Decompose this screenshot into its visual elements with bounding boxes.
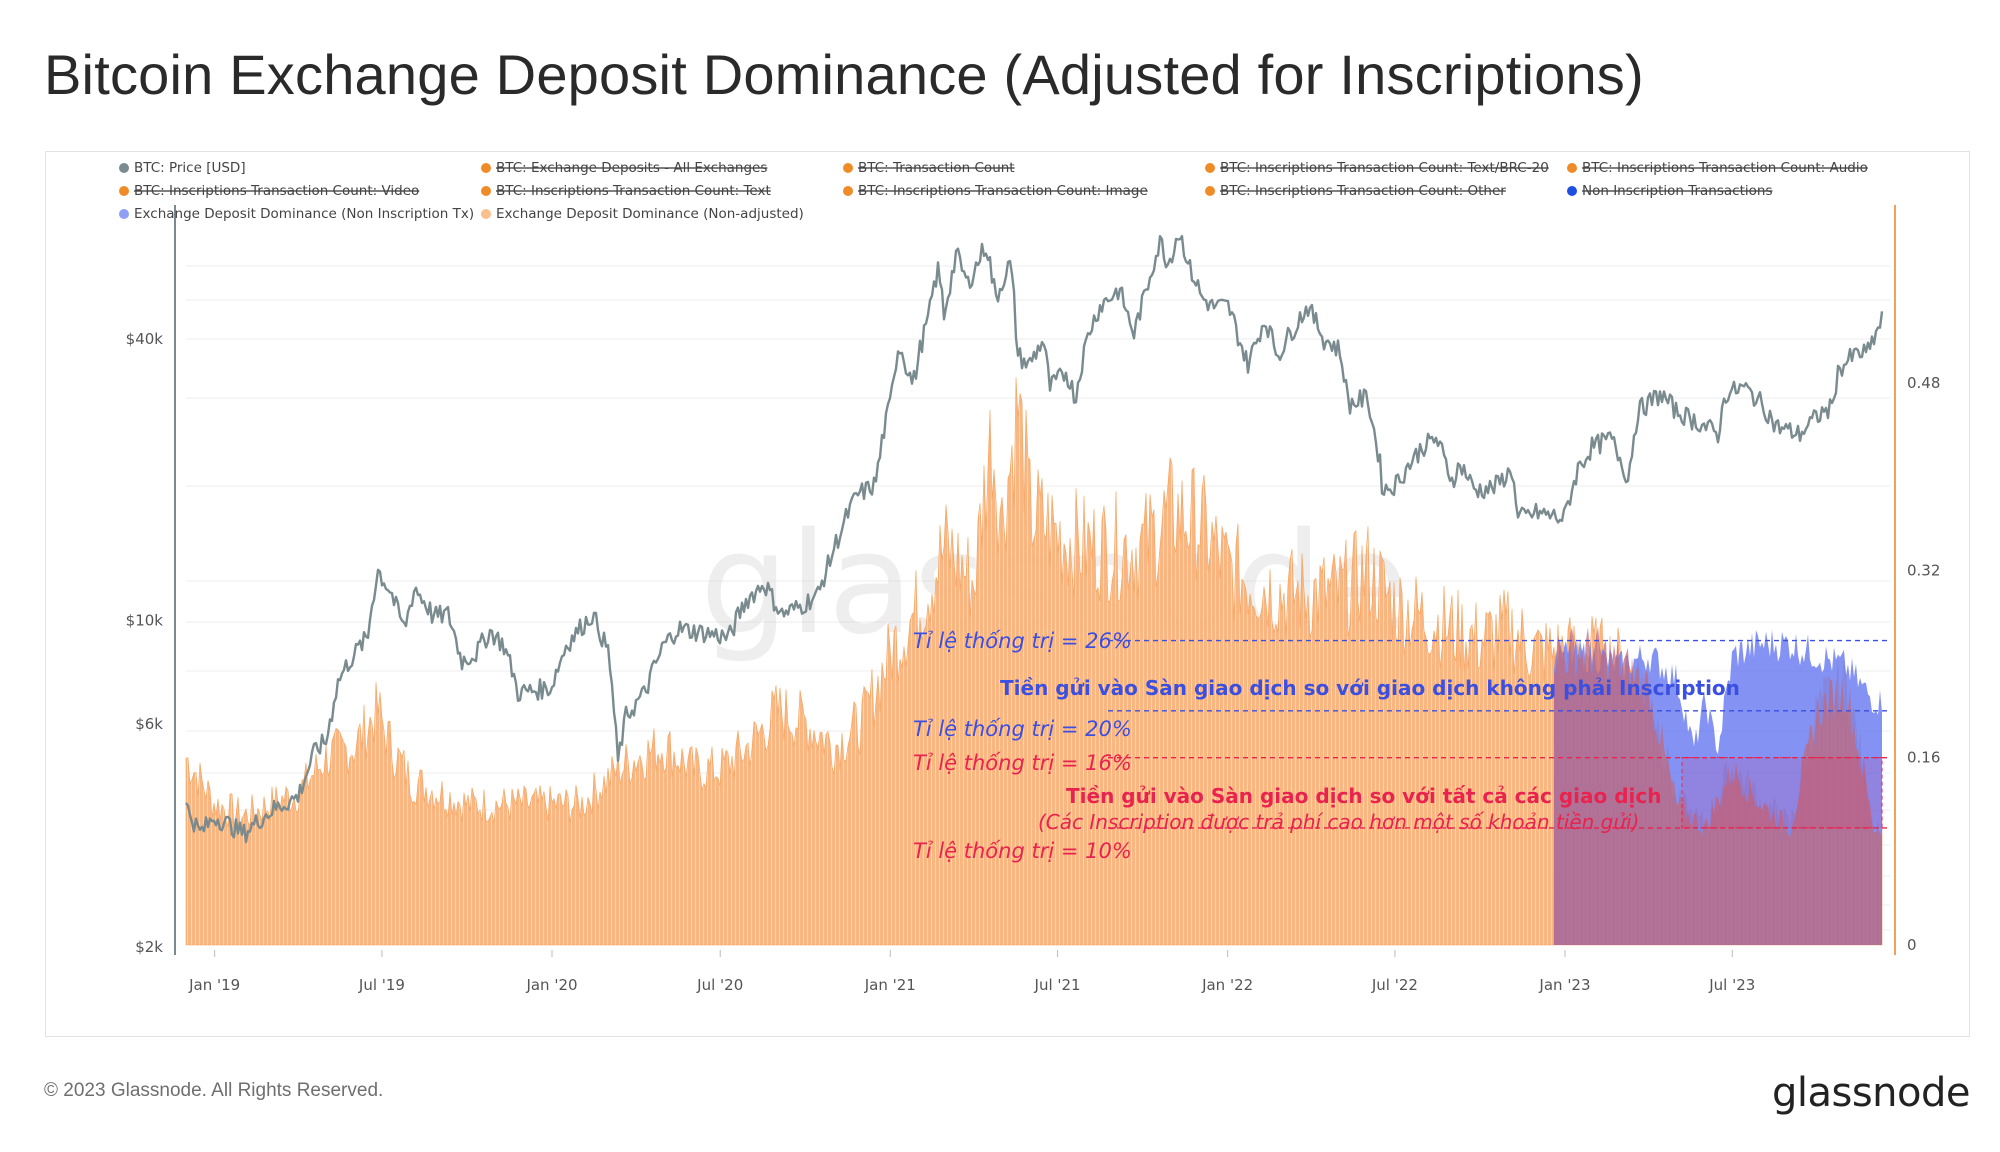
legend-label: BTC: Inscriptions Transaction Count: Aud… [1582, 160, 1868, 176]
footer-copyright: © 2023 Glassnode. All Rights Reserved. [44, 1080, 384, 1101]
legend-marker [119, 209, 129, 219]
btc-price-line [185, 235, 1884, 844]
annotation-ratio_26: Tỉ lệ thống trị = 26% [913, 629, 1132, 653]
legend-marker [481, 209, 491, 219]
legend-marker [1205, 163, 1215, 173]
annotation-all-tx: Tiền gửi vào Sàn giao dịch so với tất cả… [1066, 784, 1661, 808]
x-tick-label: Jan '23 [1538, 976, 1590, 994]
legend-label: BTC: Inscriptions Transaction Count: Ima… [858, 183, 1148, 199]
annotation-all-tx-note: (Các Inscription được trả phí cao hơn mộ… [1038, 810, 1639, 834]
y-right-tick-label: 0.16 [1907, 749, 1940, 767]
legend-label: BTC: Inscriptions Transaction Count: Vid… [134, 183, 419, 199]
legend-label: BTC: Inscriptions Transaction Count: Tex… [1220, 160, 1549, 176]
legend-label: BTC: Inscriptions Transaction Count: Tex… [496, 183, 771, 199]
legend-marker [843, 163, 853, 173]
legend-marker [119, 186, 129, 196]
y-left-tick-label: $2k [135, 938, 163, 956]
legend-marker [481, 186, 491, 196]
legend-marker [119, 163, 129, 173]
y-right-tick-label: 0 [1907, 936, 1917, 954]
legend-marker [1567, 186, 1577, 196]
annotation-ratio_16: Tỉ lệ thống trị = 16% [913, 751, 1132, 775]
legend-marker [481, 163, 491, 173]
y-right-tick-label: 0.48 [1907, 374, 1940, 392]
x-tick-label: Jan '19 [188, 976, 240, 994]
page-title: Bitcoin Exchange Deposit Dominance (Adju… [44, 43, 1644, 106]
annotation-non-inscription: Tiền gửi vào Sàn giao dịch so với giao d… [1000, 676, 1740, 700]
highlight-box-10-16 [1681, 757, 1883, 829]
dominance-nonadjusted-area [185, 377, 1883, 946]
legend-label: BTC: Exchange Deposits - All Exchanges [496, 160, 767, 176]
x-tick-label: Jul '21 [1034, 976, 1081, 994]
annotation-ratio_20: Tỉ lệ thống trị = 20% [913, 717, 1132, 741]
y-left-tick-label: $6k [135, 715, 163, 733]
glassnode-logo: glassnode [1771, 1070, 1971, 1116]
legend-label: Exchange Deposit Dominance (Non Inscript… [134, 206, 474, 222]
x-tick-label: Jan '21 [864, 976, 916, 994]
dominance-2023-adjusted-area [1553, 626, 1882, 945]
y-left-tick-label: $10k [126, 611, 164, 629]
legend-marker [843, 186, 853, 196]
legend-label: Exchange Deposit Dominance (Non-adjusted… [496, 206, 804, 222]
y-right-tick-label: 0.32 [1907, 561, 1940, 579]
x-tick-label: Jul '22 [1371, 976, 1418, 994]
legend-marker [1567, 163, 1577, 173]
x-tick-label: Jul '20 [696, 976, 743, 994]
x-tick-label: Jul '23 [1708, 976, 1755, 994]
x-tick-label: Jan '20 [525, 976, 577, 994]
x-tick-label: Jul '19 [358, 976, 405, 994]
legend-label: BTC: Price [USD] [134, 160, 246, 176]
annotation-ratio_10: Tỉ lệ thống trị = 10% [913, 839, 1132, 863]
legend-label: BTC: Inscriptions Transaction Count: Oth… [1220, 183, 1506, 199]
legend-label: BTC: Transaction Count [858, 160, 1015, 176]
legend-label: Non Inscription Transactions [1582, 183, 1772, 199]
legend-marker [1205, 186, 1215, 196]
y-left-tick-label: $40k [126, 330, 164, 348]
x-tick-label: Jan '22 [1201, 976, 1253, 994]
